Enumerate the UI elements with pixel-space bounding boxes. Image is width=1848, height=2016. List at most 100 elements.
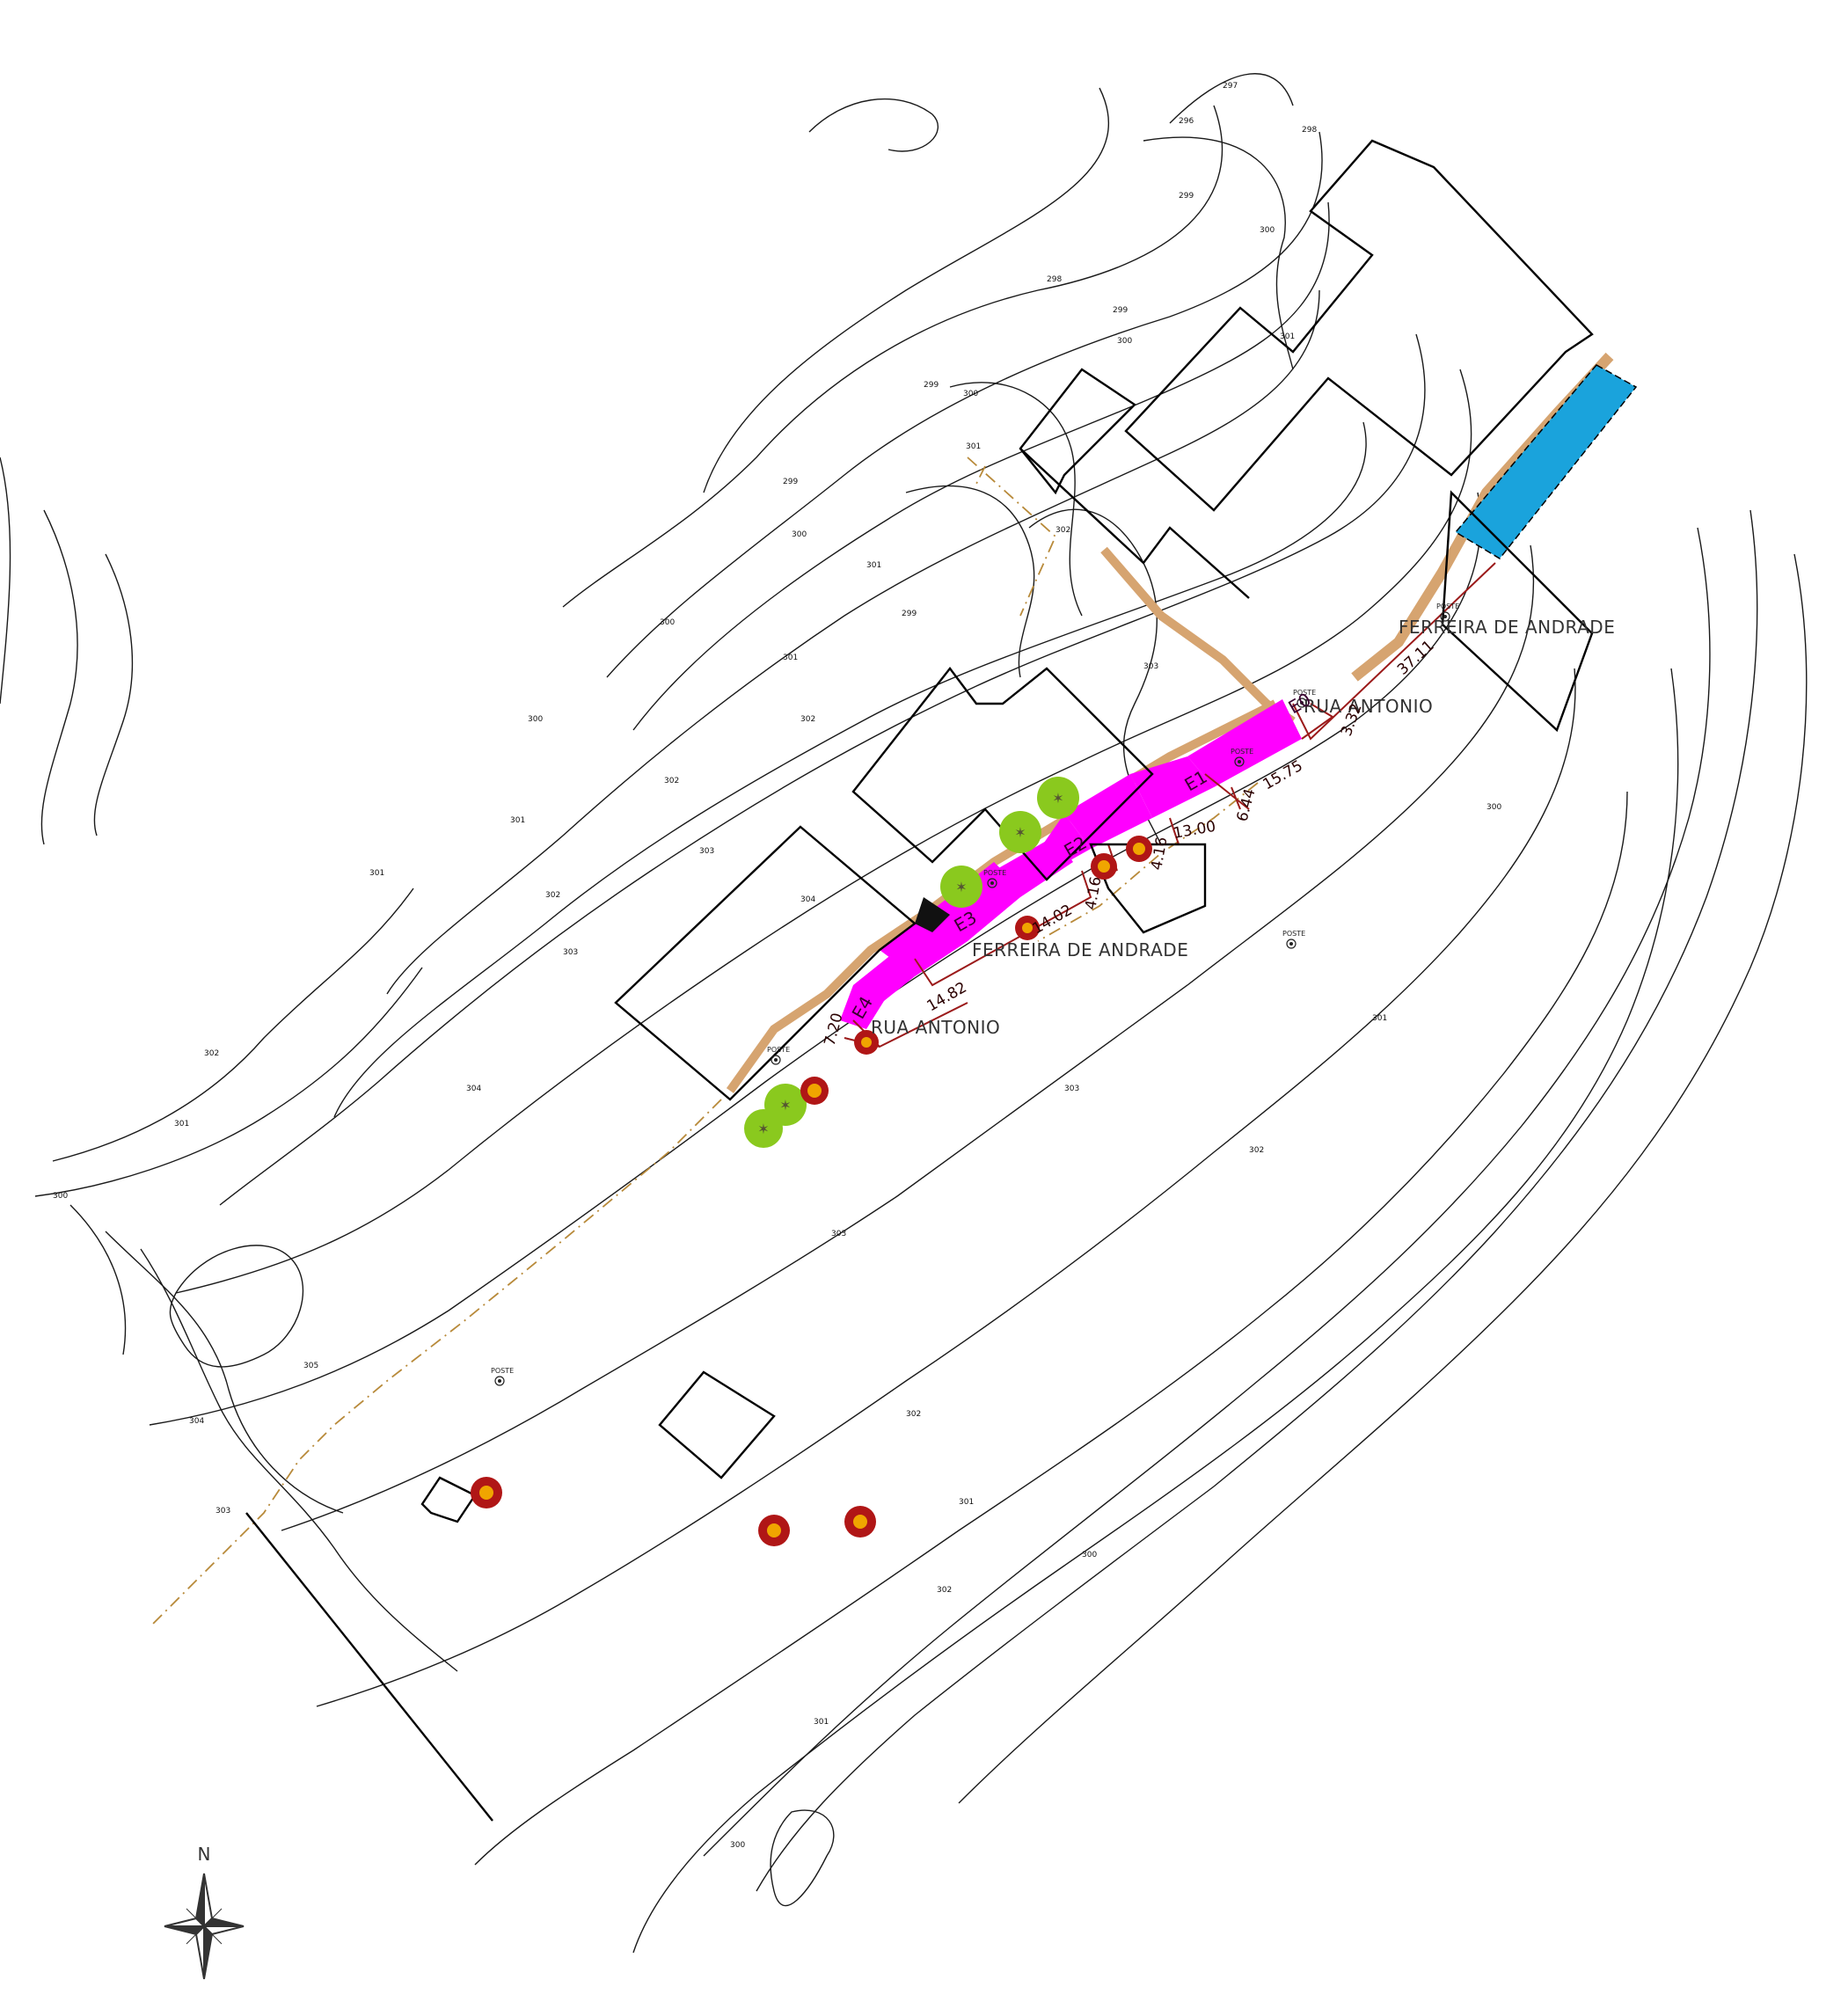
svg-text:✶: ✶ [1052, 792, 1063, 807]
street-labels: FERREIRA DE ANDRADE RUA ANTONIO FERREIRA… [871, 617, 1615, 1038]
postes: POSTE POSTE POSTE POSTE POSTE POSTE POST… [491, 603, 1459, 1386]
tree-icon [1015, 916, 1040, 940]
contour-label: 298 [1047, 275, 1062, 284]
contour-label: 301 [966, 442, 981, 451]
contour-label: 301 [510, 816, 525, 825]
svg-text:POSTE: POSTE [1282, 930, 1305, 938]
contour-label: 299 [924, 381, 939, 390]
dimension-label: 4.16 [1148, 836, 1171, 872]
dark-strip [915, 897, 950, 932]
contour-label: 300 [792, 530, 807, 539]
contour-label: 303 [1064, 1085, 1079, 1093]
poste-icon: POSTE [767, 1046, 790, 1065]
svg-text:POSTE: POSTE [1293, 689, 1316, 697]
dimension-label: 6.44 [1234, 787, 1260, 824]
dimension-label: 15.75 [1260, 757, 1306, 794]
poste-icon: POSTE [1231, 748, 1253, 767]
road-segment-e0-e1 [1187, 699, 1302, 787]
building [1124, 139, 1594, 512]
contour-label: 302 [800, 715, 815, 724]
road-segment-e3-e4 [840, 836, 1073, 1020]
building [614, 825, 917, 1101]
contour-label: 300 [1260, 226, 1275, 235]
contour-label: 304 [466, 1085, 481, 1093]
building [1441, 490, 1594, 733]
contour-label: 299 [1179, 192, 1194, 201]
contour-label: 296 [1179, 117, 1194, 126]
contour-label: 301 [783, 654, 798, 662]
contour-label: 299 [783, 478, 798, 486]
compass-rose-icon [164, 1873, 245, 1980]
building [851, 667, 1154, 881]
property-line [149, 457, 1259, 1628]
tree-icon [1091, 853, 1117, 880]
road-segment-e2 [1064, 774, 1152, 849]
contour-label: 303 [831, 1230, 846, 1238]
contour-label: 302 [937, 1586, 952, 1595]
contour-label: 301 [369, 869, 384, 878]
dimension-label: 7.20 [822, 1012, 847, 1048]
contour-label: 303 [215, 1507, 230, 1516]
north-label: N [198, 1844, 211, 1865]
building [658, 1370, 776, 1479]
svg-text:✶: ✶ [1014, 826, 1026, 841]
building [1019, 368, 1136, 495]
poste-icon: POSTE [491, 1367, 514, 1386]
contour-labels: 297 296 298 299 298 300 299 300 301 299 … [53, 82, 1501, 1850]
contour-label: 301 [866, 561, 881, 570]
poste-icon: POSTE [1282, 930, 1305, 949]
svg-text:POSTE: POSTE [1231, 748, 1253, 756]
svg-text:✶: ✶ [955, 880, 967, 895]
contour-label: 300 [963, 390, 978, 398]
tree-icon: ✶ [1037, 777, 1079, 819]
street-label: FERREIRA DE ANDRADE [972, 939, 1188, 961]
svg-text:POSTE: POSTE [491, 1367, 514, 1375]
svg-text:POSTE: POSTE [1436, 603, 1459, 610]
tree-icon [758, 1515, 790, 1546]
poste-icon: POSTE [1293, 689, 1316, 708]
contour-label: 301 [1280, 332, 1295, 341]
contour-label: 302 [906, 1410, 921, 1419]
contour-label: 305 [303, 1362, 318, 1370]
svg-text:✶: ✶ [779, 1099, 791, 1114]
water-area [1454, 364, 1638, 559]
contour-label: 297 [1223, 82, 1238, 91]
contour-label: 303 [699, 847, 714, 856]
contour-label: 301 [174, 1120, 189, 1129]
building [1089, 843, 1207, 934]
street-label: RUA ANTONIO [1304, 696, 1433, 717]
sidewalk-strip-diagonal [1100, 546, 1296, 726]
tree-icon [1126, 836, 1152, 862]
trees: ✶ ✶ ✶ ✶ ✶ [471, 777, 1152, 1546]
tree-icon [844, 1506, 876, 1538]
building [1019, 448, 1250, 599]
tree-icon [471, 1477, 502, 1508]
tree-icon [800, 1077, 829, 1105]
contour-label: 300 [1082, 1551, 1097, 1559]
contour-label: 300 [730, 1841, 745, 1850]
contour-label: 298 [1302, 126, 1317, 135]
poste-icon: POSTE [983, 869, 1006, 888]
contour-label: 301 [1372, 1014, 1387, 1023]
contour-lines [0, 73, 1808, 1954]
tree-icon: ✶ [744, 1109, 783, 1148]
buildings [245, 139, 1594, 1822]
tree-icon [854, 1030, 879, 1055]
contour-label: 304 [189, 1417, 204, 1426]
contour-label: 300 [528, 715, 543, 724]
contour-label: 300 [53, 1192, 68, 1201]
tree-icon: ✶ [940, 866, 982, 908]
street-label: FERREIRA DE ANDRADE [1399, 617, 1615, 638]
contour-label: 304 [800, 895, 815, 904]
contour-label: 302 [204, 1049, 219, 1058]
contour-label: 303 [1143, 662, 1158, 671]
contour-label: 302 [664, 777, 679, 785]
contour-label: 300 [1117, 337, 1132, 346]
contour-label: 300 [1486, 803, 1501, 812]
contour-label: 303 [563, 948, 578, 957]
contour-label: 302 [1249, 1146, 1264, 1155]
poste-icon: POSTE [1436, 603, 1459, 622]
contour-label: 301 [814, 1718, 829, 1727]
road-segment-e4 [840, 976, 888, 1029]
